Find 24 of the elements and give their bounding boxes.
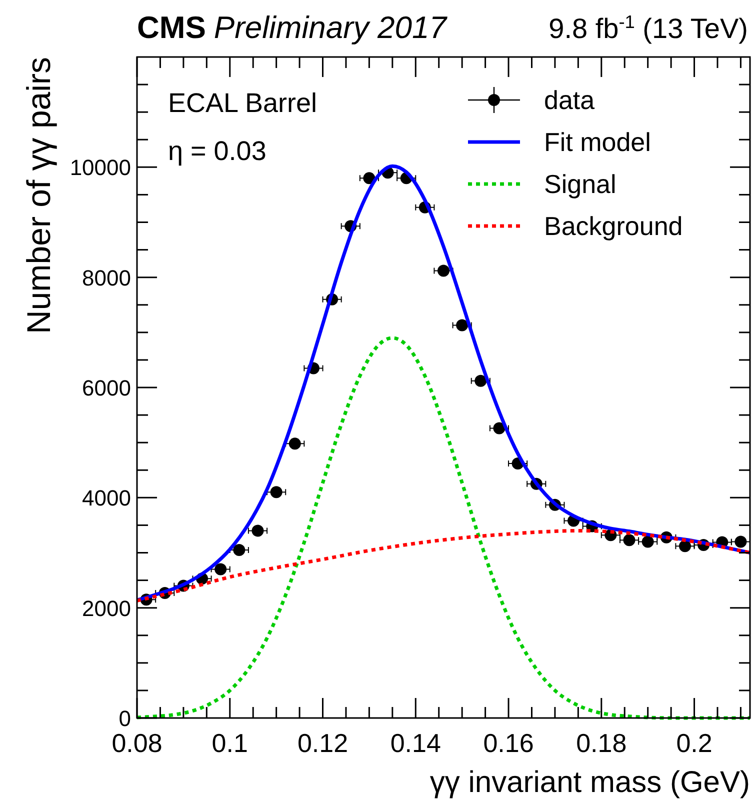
chart-title: CMS [137, 10, 206, 45]
y-tick-label: 8000 [82, 265, 131, 290]
legend-label: Fit model [544, 127, 651, 157]
x-tick-label: 0.08 [112, 728, 162, 758]
y-tick-label: 10000 [70, 155, 131, 180]
x-axis-title: γγ invariant mass (GeV) [430, 766, 750, 799]
x-tick-label: 0.1 [212, 728, 248, 758]
legend-label: Signal [544, 169, 616, 199]
y-tick-label: 0 [118, 706, 131, 731]
y-tick-label: 4000 [82, 486, 131, 511]
x-tick-label: 0.16 [483, 728, 534, 758]
x-tick-label: 0.2 [676, 728, 712, 758]
y-axis-title: Number of γγ pairs [20, 57, 57, 334]
y-tick-label: 6000 [82, 376, 131, 400]
x-tick-label: 0.12 [297, 728, 348, 758]
chart-subtitle: Preliminary 2017 [214, 10, 448, 45]
annotation: ECAL Barrel [168, 88, 318, 118]
y-tick-label: 2000 [82, 596, 131, 621]
text: 9.8 fb$^{-1}$ (13 TeV) [548, 12, 748, 44]
annotation: η = 0.03 [168, 136, 266, 166]
legend-label: data [544, 85, 596, 115]
x-tick-label: 0.18 [576, 728, 627, 758]
legend-label: Background [544, 211, 683, 241]
x-tick-label: 0.14 [390, 728, 441, 758]
